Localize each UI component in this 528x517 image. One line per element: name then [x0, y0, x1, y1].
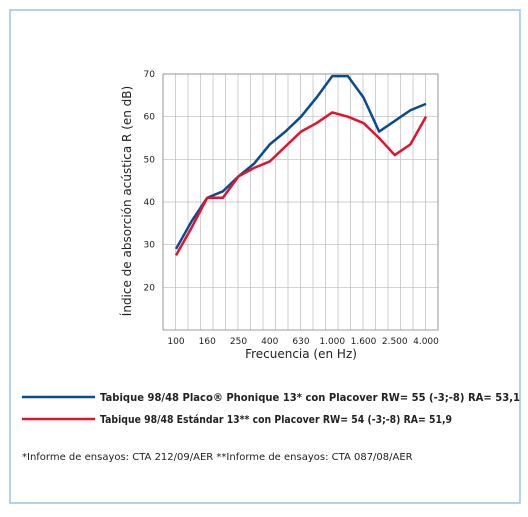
- x-tick-label: 400: [261, 337, 278, 347]
- y-tick-label: 40: [144, 198, 156, 208]
- x-tick-label: 1.600: [351, 337, 377, 347]
- x-tick-label: 1.000: [319, 337, 345, 347]
- legend-label: Tabique 98/48 Estándar 13** con Placover…: [100, 413, 452, 426]
- x-tick-label: 4.000: [413, 337, 439, 347]
- y-tick-label: 30: [144, 241, 156, 251]
- x-tick-label: 160: [199, 337, 216, 347]
- y-axis-label: Índice de absorción acústica R (en dB): [119, 86, 134, 316]
- x-tick-label: 100: [167, 337, 184, 347]
- plot-border: [162, 73, 439, 331]
- x-tick-label: 630: [292, 337, 309, 347]
- x-axis-label: Frecuencia (en Hz): [245, 347, 357, 361]
- y-tick-label: 60: [144, 113, 156, 123]
- series-line: [174, 74, 427, 250]
- y-tick-label: 70: [144, 70, 156, 80]
- frame: [9, 9, 521, 504]
- footnote: *Informe de ensayos: CTA 212/09/AER **In…: [22, 452, 413, 463]
- x-tick-label: 250: [230, 337, 247, 347]
- x-tick-label: 2.500: [382, 337, 408, 347]
- y-tick-label: 20: [144, 283, 156, 293]
- series-line: [174, 111, 428, 256]
- legend-label: Tabique 98/48 Placo® Phonique 13* con Pl…: [100, 391, 520, 404]
- y-tick-label: 50: [144, 155, 156, 165]
